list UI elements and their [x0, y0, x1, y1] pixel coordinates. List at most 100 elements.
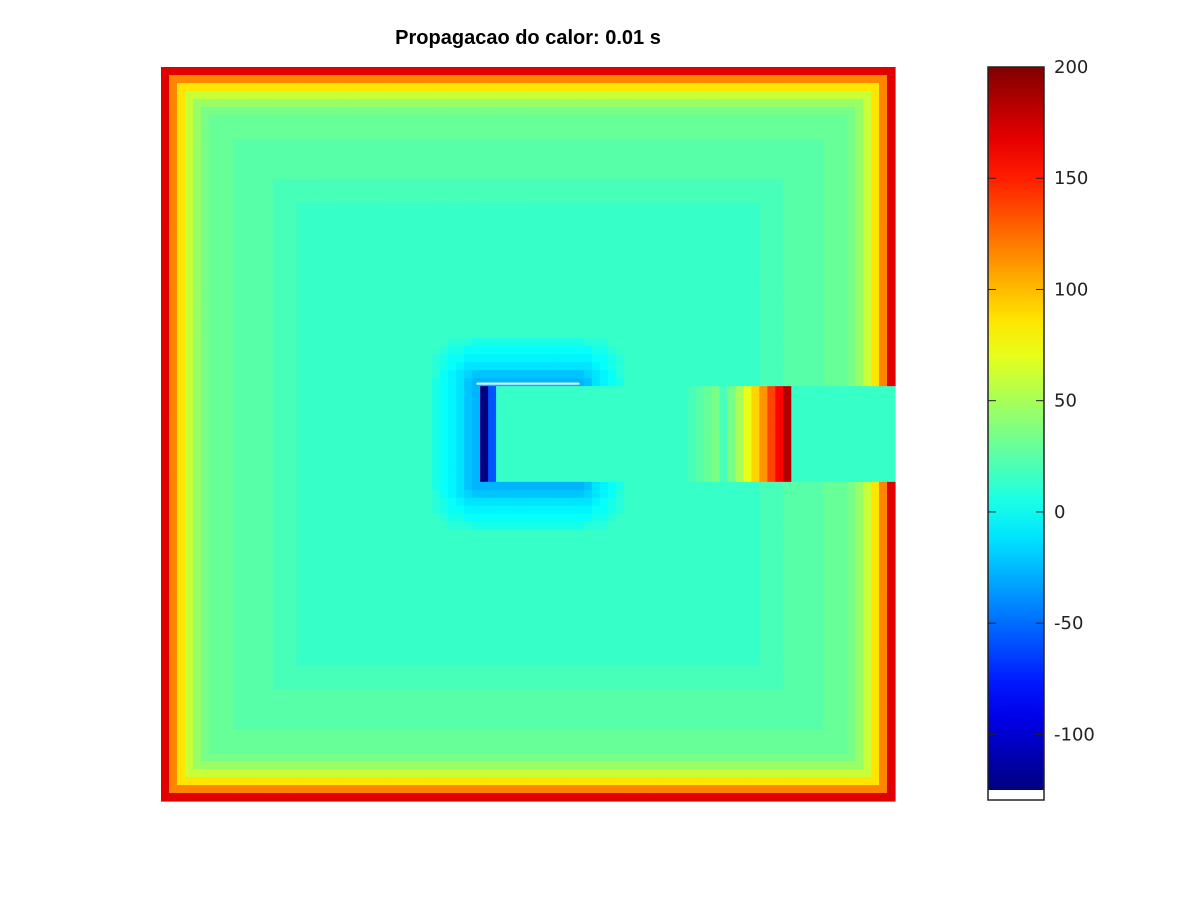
- heatmap-cell: [695, 338, 705, 347]
- heatmap-cell: [224, 386, 234, 395]
- heatmap-cell: [280, 114, 290, 124]
- heatmap-cell: [751, 154, 760, 164]
- heatmap-cell: [583, 465, 593, 475]
- heatmap-cell: [192, 481, 202, 491]
- heatmap-cell: [543, 178, 553, 188]
- heatmap-cell: [336, 386, 346, 395]
- heatmap-cell: [520, 473, 529, 483]
- heatmap-cell: [456, 282, 465, 291]
- heatmap-cell: [496, 465, 505, 475]
- heatmap-cell: [847, 386, 856, 395]
- heatmap-cell: [384, 194, 393, 204]
- heatmap-cell: [320, 90, 330, 100]
- heatmap-cell: [735, 465, 745, 475]
- heatmap-cell: [567, 410, 577, 419]
- heatmap-cell: [304, 370, 314, 379]
- heatmap-cell: [336, 234, 346, 244]
- heatmap-cell: [743, 306, 752, 315]
- heatmap-cell: [360, 274, 370, 284]
- heatmap-cell: [464, 250, 473, 260]
- heatmap-cell: [639, 266, 649, 276]
- heatmap-cell: [288, 106, 298, 116]
- heatmap-cell: [799, 449, 808, 459]
- heatmap-cell: [575, 234, 585, 244]
- heatmap-cell: [815, 138, 824, 148]
- heatmap-cell: [200, 186, 210, 196]
- heatmap-cell: [775, 314, 784, 323]
- heatmap-cell: [360, 242, 370, 252]
- heatmap-cell: [248, 354, 258, 363]
- heatmap-cell: [496, 114, 505, 124]
- heatmap-cell: [543, 186, 553, 196]
- heatmap-cell: [320, 457, 330, 467]
- heatmap-cell: [216, 194, 226, 204]
- heatmap-cell: [296, 274, 306, 284]
- heatmap-cell: [703, 330, 713, 339]
- heatmap-cell: [735, 330, 745, 339]
- heatmap-cell: [408, 218, 417, 228]
- heatmap-cell: [216, 258, 226, 268]
- heatmap-cell: [863, 234, 872, 244]
- heatmap-cell: [847, 449, 856, 459]
- heatmap-cell: [687, 242, 697, 252]
- heatmap-cell: [264, 410, 274, 419]
- heatmap-cell: [695, 266, 705, 276]
- heatmap-cell: [304, 449, 314, 459]
- heatmap-cell: [480, 138, 489, 148]
- heatmap-cell: [687, 162, 697, 172]
- heatmap-cell: [671, 122, 681, 132]
- heatmap-cell: [224, 298, 234, 307]
- heatmap-cell: [663, 67, 673, 76]
- heatmap-cell: [879, 274, 888, 284]
- heatmap-cell: [887, 170, 896, 180]
- heatmap-cell: [551, 386, 561, 395]
- heatmap-cell: [296, 473, 306, 483]
- heatmap-cell: [296, 489, 306, 499]
- heatmap-cell: [392, 481, 401, 491]
- heatmap-cell: [543, 473, 553, 483]
- heatmap-cell: [520, 290, 529, 299]
- heatmap-cell: [320, 242, 330, 252]
- heatmap-cell: [631, 90, 641, 100]
- heatmap-cell: [815, 322, 824, 331]
- heatmap-cell: [575, 354, 585, 363]
- heatmap-cell: [615, 298, 625, 307]
- heatmap-cell: [384, 106, 393, 116]
- heatmap-cell: [488, 346, 497, 355]
- heatmap-cell: [161, 186, 170, 196]
- heatmap-cell: [184, 162, 194, 172]
- heatmap-cell: [591, 410, 601, 419]
- heatmap-cell: [200, 290, 210, 299]
- heatmap-cell: [703, 394, 713, 403]
- heatmap-cell: [543, 362, 553, 371]
- heatmap-cell: [871, 426, 880, 435]
- heatmap-cell: [320, 186, 330, 196]
- heatmap-cell: [783, 346, 792, 355]
- heatmap-cell: [176, 449, 186, 459]
- heatmap-cell: [711, 402, 721, 411]
- heatmap-cell: [807, 226, 816, 236]
- heatmap-cell: [240, 170, 250, 180]
- heatmap-cell: [248, 266, 258, 276]
- heatmap-cell: [488, 74, 497, 84]
- heatmap-cell: [775, 449, 784, 459]
- heatmap-cell: [168, 497, 178, 507]
- heatmap-cell: [767, 226, 776, 236]
- heatmap-cell: [879, 354, 888, 363]
- heatmap-cell: [392, 186, 401, 196]
- heatmap-cell: [687, 410, 697, 419]
- heatmap-cell: [496, 250, 505, 260]
- heatmap-cell: [344, 202, 354, 212]
- heatmap-cell: [440, 122, 449, 132]
- heatmap-cell: [831, 354, 840, 363]
- heatmap-cell: [623, 226, 633, 236]
- heatmap-cell: [304, 457, 314, 467]
- heatmap-cell: [272, 473, 282, 483]
- heatmap-cell: [727, 226, 737, 236]
- heatmap-cell: [336, 67, 346, 76]
- heatmap-cell: [743, 67, 752, 76]
- heatmap-cell: [360, 194, 370, 204]
- heatmap-cell: [575, 426, 585, 435]
- heatmap-cell: [376, 82, 385, 92]
- heatmap-cell: [719, 330, 729, 339]
